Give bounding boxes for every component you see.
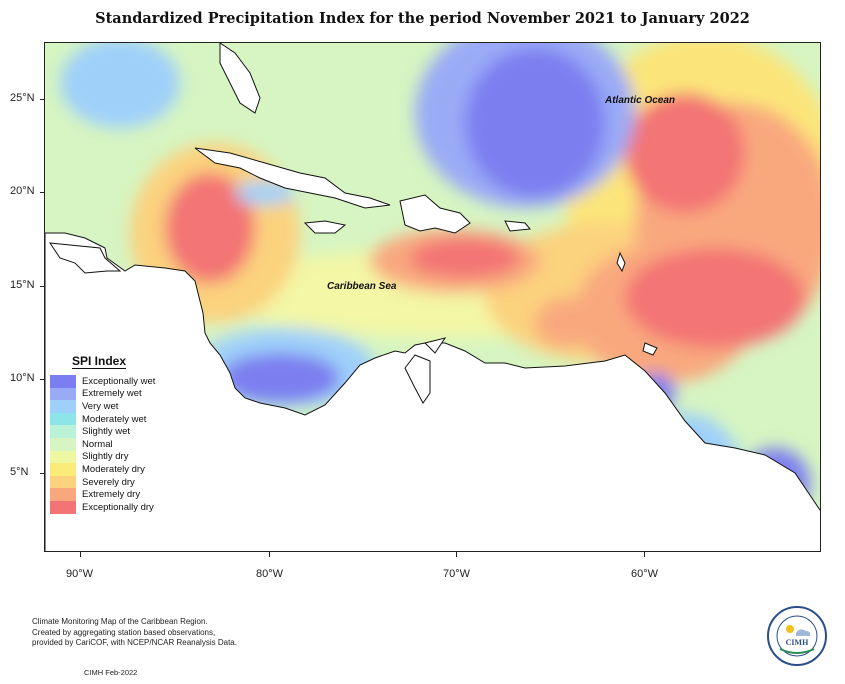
- lat-label-20n: 20°N: [10, 185, 35, 197]
- legend-item: Severely dry: [50, 475, 158, 489]
- logo-text: CIMH: [786, 638, 809, 647]
- legend-item: Extremely dry: [50, 488, 158, 501]
- legend-item: Moderately wet: [50, 412, 158, 426]
- lon-tick: [80, 552, 81, 557]
- legend-item: Slightly wet: [50, 425, 158, 438]
- legend-label: Exceptionally wet: [82, 375, 156, 387]
- legend-label: Extremely wet: [82, 388, 142, 400]
- legend-item: Exceptionally dry: [50, 500, 158, 514]
- spi-map-canvas: [45, 43, 820, 551]
- legend-swatch: [50, 488, 76, 501]
- legend-swatch: [50, 412, 76, 426]
- lon-tick: [456, 552, 457, 557]
- lon-tick: [644, 552, 645, 557]
- legend-swatch: [50, 425, 76, 438]
- lat-label-10n: 10°N: [10, 372, 35, 384]
- legend-item: Exceptionally wet: [50, 375, 158, 388]
- lon-label-60w: 60°W: [631, 568, 659, 580]
- credit-text: CIMH Feb-2022: [84, 668, 138, 677]
- footer-line: provided by CariCOF, with NCEP/NCAR Rean…: [32, 638, 237, 647]
- legend-item: Slightly dry: [50, 450, 158, 464]
- legend-label: Very wet: [82, 400, 119, 412]
- legend-title: SPI Index: [72, 354, 127, 369]
- legend-label: Moderately wet: [82, 413, 147, 425]
- legend-swatch: [50, 463, 76, 476]
- lat-label-25n: 25°N: [10, 92, 35, 104]
- legend-label: Severely dry: [82, 476, 135, 488]
- lat-tick: [40, 286, 45, 287]
- footer-line: Climate Monitoring Map of the Caribbean …: [32, 617, 208, 626]
- legend-label: Moderately dry: [82, 463, 145, 475]
- legend-item: Normal: [50, 437, 158, 451]
- map-title: Standardized Precipitation Index for the…: [95, 10, 750, 27]
- lon-label-70w: 70°W: [443, 568, 471, 580]
- legend-item: Very wet: [50, 400, 158, 413]
- lon-label-90w: 90°W: [66, 568, 94, 580]
- lat-tick: [40, 473, 45, 474]
- lat-label-15n: 15°N: [10, 279, 35, 291]
- cimh-logo: CIMH: [767, 606, 827, 666]
- footer-notes: Climate Monitoring Map of the Caribbean …: [32, 617, 237, 649]
- lat-label-5n: 5°N: [10, 466, 29, 478]
- land-outlines: [45, 43, 820, 551]
- atlantic-ocean-label: Atlantic Ocean: [605, 95, 676, 106]
- spi-map: Atlantic Ocean Caribbean Sea: [44, 42, 821, 552]
- legend-swatch: [50, 475, 76, 489]
- legend-swatch: [50, 375, 76, 388]
- legend-label: Slightly dry: [82, 451, 129, 463]
- legend-item: Moderately dry: [50, 463, 158, 476]
- legend-swatch: [50, 437, 76, 451]
- legend-swatch: [50, 387, 76, 401]
- lon-label-80w: 80°W: [256, 568, 284, 580]
- legend-swatch: [50, 400, 76, 413]
- legend-rows: Exceptionally wet Extremely wet Very wet…: [50, 375, 158, 514]
- legend-swatch: [50, 500, 76, 514]
- lon-tick: [269, 552, 270, 557]
- lat-tick: [40, 99, 45, 100]
- legend-label: Exceptionally dry: [82, 501, 154, 513]
- legend-label: Slightly wet: [82, 426, 131, 438]
- legend-swatch: [50, 450, 76, 464]
- spi-legend: SPI Index Exceptionally wet Extremely we…: [50, 352, 158, 514]
- lat-tick: [40, 192, 45, 193]
- legend-item: Extremely wet: [50, 387, 158, 401]
- footer-line: Created by aggregating station based obs…: [32, 627, 216, 637]
- legend-label: Extremely dry: [82, 489, 141, 501]
- caribbean-sea-label: Caribbean Sea: [327, 281, 397, 292]
- legend-label: Normal: [82, 438, 113, 450]
- lat-tick: [40, 379, 45, 380]
